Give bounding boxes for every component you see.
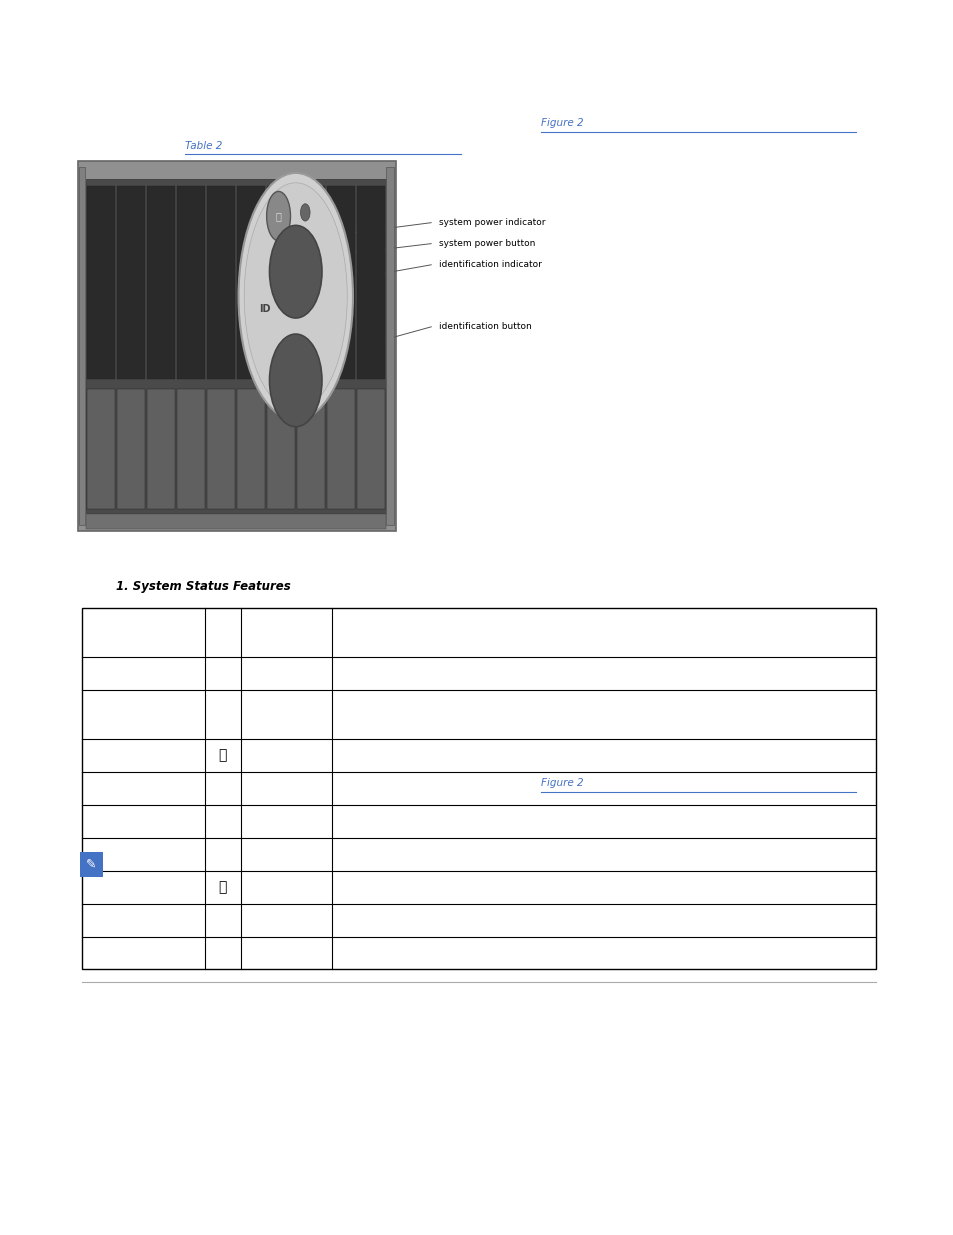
Ellipse shape	[266, 191, 290, 241]
FancyBboxPatch shape	[207, 185, 234, 379]
FancyBboxPatch shape	[79, 167, 85, 525]
FancyBboxPatch shape	[267, 185, 294, 379]
Ellipse shape	[269, 225, 321, 317]
Text: Figure 2: Figure 2	[540, 119, 583, 128]
Ellipse shape	[238, 173, 353, 420]
FancyBboxPatch shape	[78, 161, 395, 531]
Text: 1. System Status Features: 1. System Status Features	[116, 579, 291, 593]
FancyBboxPatch shape	[296, 389, 325, 509]
Text: system power indicator: system power indicator	[438, 217, 545, 227]
FancyBboxPatch shape	[356, 389, 385, 509]
Text: identification button: identification button	[438, 321, 531, 331]
FancyBboxPatch shape	[386, 167, 394, 525]
Text: ID: ID	[259, 304, 271, 314]
FancyBboxPatch shape	[116, 389, 145, 509]
FancyBboxPatch shape	[296, 185, 325, 379]
FancyBboxPatch shape	[80, 852, 103, 877]
Text: Table 2: Table 2	[185, 141, 222, 151]
FancyBboxPatch shape	[86, 179, 386, 513]
FancyBboxPatch shape	[116, 185, 145, 379]
Ellipse shape	[298, 296, 308, 314]
Ellipse shape	[269, 335, 321, 427]
Text: system power button: system power button	[438, 238, 535, 248]
FancyBboxPatch shape	[356, 185, 385, 379]
Text: ⏻: ⏻	[218, 748, 227, 763]
FancyBboxPatch shape	[86, 514, 386, 529]
Ellipse shape	[300, 204, 310, 221]
Text: ✎: ✎	[86, 858, 97, 871]
FancyBboxPatch shape	[176, 185, 205, 379]
FancyBboxPatch shape	[327, 185, 355, 379]
Text: ⓘ: ⓘ	[218, 881, 227, 894]
Text: ⏻: ⏻	[275, 211, 281, 221]
FancyBboxPatch shape	[236, 389, 265, 509]
FancyBboxPatch shape	[147, 185, 174, 379]
FancyBboxPatch shape	[87, 185, 114, 379]
FancyBboxPatch shape	[207, 389, 234, 509]
FancyBboxPatch shape	[87, 389, 114, 509]
Text: Figure 2: Figure 2	[540, 778, 583, 788]
FancyBboxPatch shape	[267, 389, 294, 509]
FancyBboxPatch shape	[236, 185, 265, 379]
FancyBboxPatch shape	[147, 389, 174, 509]
FancyBboxPatch shape	[327, 389, 355, 509]
Ellipse shape	[244, 183, 347, 410]
FancyBboxPatch shape	[176, 389, 205, 509]
Text: identification indicator: identification indicator	[438, 259, 541, 269]
